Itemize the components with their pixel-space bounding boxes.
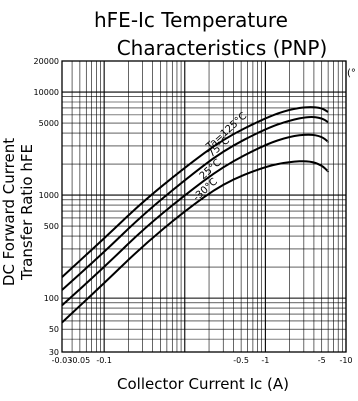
series-line-1 [61,115,329,291]
y-tick-labels: 30 50 100 500 1000 5000 10000 20000 [34,57,59,357]
y-tick-label: 10000 [34,88,59,97]
y-tick-label: 30 [49,348,59,357]
x-tick-label: -0.05 [70,356,91,365]
y-tick-label: 500 [44,222,59,231]
y-tick-label: 50 [49,325,59,334]
chart-title-line1: hFE-Ic Temperature [94,8,288,32]
y-tick-label: 20000 [34,57,59,66]
x-tick-labels: -0.03-0.05 -0.1 -0.5 -1 -5 -10 [52,356,353,365]
x-tick-label: -0.1 [96,356,112,365]
x-tick-label: -5 [318,356,326,365]
data-curves [61,106,330,324]
x-axis-label: Collector Current Ic (A) [117,375,289,393]
y-axis-label-line2: Transfer Ratio hFE [18,144,36,281]
x-tick-label: -10 [339,356,352,365]
y-tick-label: 1000 [39,191,59,200]
series-line-0 [61,106,329,278]
x-tick-label: -0.5 [233,356,249,365]
plot-grid [61,60,347,353]
y-tick-label: 100 [44,294,59,303]
unit-mark-partial: (° [347,68,356,79]
x-tick-label: -0.03 [52,356,73,365]
chart-title-line2: Characteristics (PNP) [117,36,328,60]
series-line-3 [61,160,330,324]
x-tick-label: -1 [261,356,269,365]
series-line-2 [61,133,330,307]
y-axis-label-line1: DC Forward Current [0,138,18,286]
plot-frame [61,60,347,353]
y-tick-label: 5000 [39,119,59,128]
